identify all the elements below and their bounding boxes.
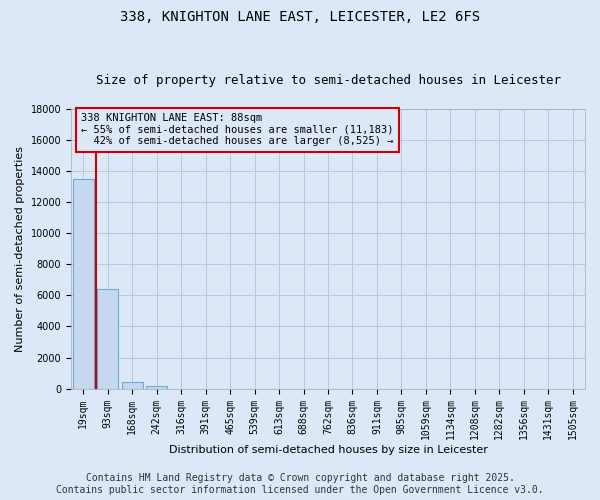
Text: 338 KNIGHTON LANE EAST: 88sqm
← 55% of semi-detached houses are smaller (11,183): 338 KNIGHTON LANE EAST: 88sqm ← 55% of s… <box>82 113 394 146</box>
Text: 338, KNIGHTON LANE EAST, LEICESTER, LE2 6FS: 338, KNIGHTON LANE EAST, LEICESTER, LE2 … <box>120 10 480 24</box>
Bar <box>122 382 143 388</box>
Title: Size of property relative to semi-detached houses in Leicester: Size of property relative to semi-detach… <box>95 74 560 87</box>
X-axis label: Distribution of semi-detached houses by size in Leicester: Distribution of semi-detached houses by … <box>169 445 487 455</box>
Text: Contains HM Land Registry data © Crown copyright and database right 2025.
Contai: Contains HM Land Registry data © Crown c… <box>56 474 544 495</box>
Bar <box>97 289 118 388</box>
Y-axis label: Number of semi-detached properties: Number of semi-detached properties <box>15 146 25 352</box>
Bar <box>146 386 167 388</box>
Bar <box>73 179 94 388</box>
